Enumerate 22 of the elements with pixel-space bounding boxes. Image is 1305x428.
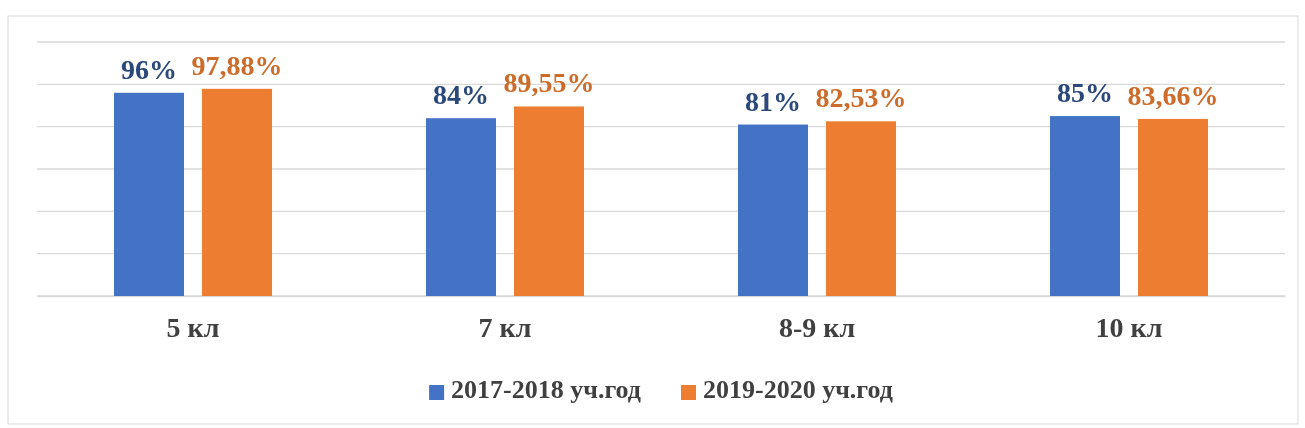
data-label: 89,55% bbox=[503, 67, 595, 99]
x-tick-label: 7 кл bbox=[478, 311, 532, 343]
bar bbox=[1050, 116, 1120, 296]
bar bbox=[738, 124, 808, 296]
bar bbox=[426, 118, 496, 296]
data-label: 85% bbox=[1057, 77, 1113, 109]
x-tick-label: 8-9 кл bbox=[778, 311, 856, 343]
data-label: 83,66% bbox=[1127, 79, 1219, 111]
data-label: 82,53% bbox=[815, 82, 907, 114]
bar bbox=[826, 121, 896, 296]
data-label: 96% bbox=[121, 53, 177, 85]
legend-label: 2019-2020 уч.год bbox=[703, 375, 893, 404]
data-label: 81% bbox=[745, 85, 801, 117]
legend-label: 2017-2018 уч.год bbox=[451, 375, 641, 404]
bar bbox=[202, 88, 272, 296]
bar bbox=[114, 92, 184, 296]
data-label: 84% bbox=[433, 79, 489, 111]
x-tick-label: 5 кл bbox=[166, 311, 220, 343]
x-tick-label: 10 кл bbox=[1095, 311, 1163, 343]
bar bbox=[1138, 118, 1208, 296]
bar bbox=[514, 106, 584, 296]
data-label: 97,88% bbox=[191, 49, 283, 81]
